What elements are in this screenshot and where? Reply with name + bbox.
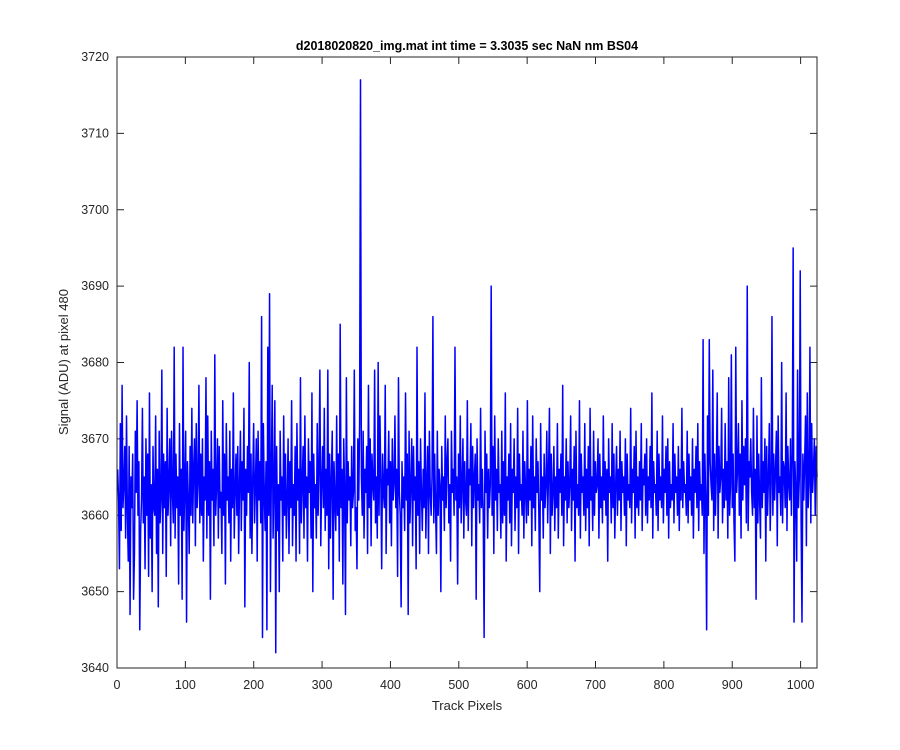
y-axis-label: Signal (ADU) at pixel 480: [56, 289, 71, 435]
y-tick-label: 3670: [81, 432, 109, 446]
y-tick-label: 3720: [81, 50, 109, 64]
y-tick-label: 3660: [81, 508, 109, 522]
x-tick-label: 1000: [787, 678, 815, 692]
signal-series-line: [116, 79, 818, 654]
y-tick-label: 3640: [81, 661, 109, 675]
x-tick-label: 700: [585, 678, 606, 692]
x-tick-label: 900: [722, 678, 743, 692]
axes-box: [116, 56, 818, 669]
x-tick-label: 500: [448, 678, 469, 692]
x-tick-label: 400: [380, 678, 401, 692]
axes-background: [117, 57, 817, 668]
x-axis-ticks: 0 100 200 300 400 500 600 700 800 900 1000: [114, 57, 815, 692]
x-tick-label: 800: [653, 678, 674, 692]
x-tick-label: 100: [175, 678, 196, 692]
x-tick-label: 200: [243, 678, 264, 692]
y-tick-label: 3700: [81, 203, 109, 217]
x-tick-label: 300: [312, 678, 333, 692]
y-tick-label: 3680: [81, 356, 109, 370]
y-axis-ticks: 3640 3650 3660 3670 3680 3690 3700 3710 3720: [81, 50, 817, 675]
x-tick-label: 0: [114, 678, 121, 692]
chart-title: d2018020820_img.mat int time = 3.3035 se…: [296, 39, 638, 53]
x-axis-label: Track Pixels: [432, 698, 503, 713]
y-tick-label: 3710: [81, 126, 109, 140]
x-tick-label: 600: [517, 678, 538, 692]
y-tick-label: 3650: [81, 585, 109, 599]
y-tick-label: 3690: [81, 279, 109, 293]
